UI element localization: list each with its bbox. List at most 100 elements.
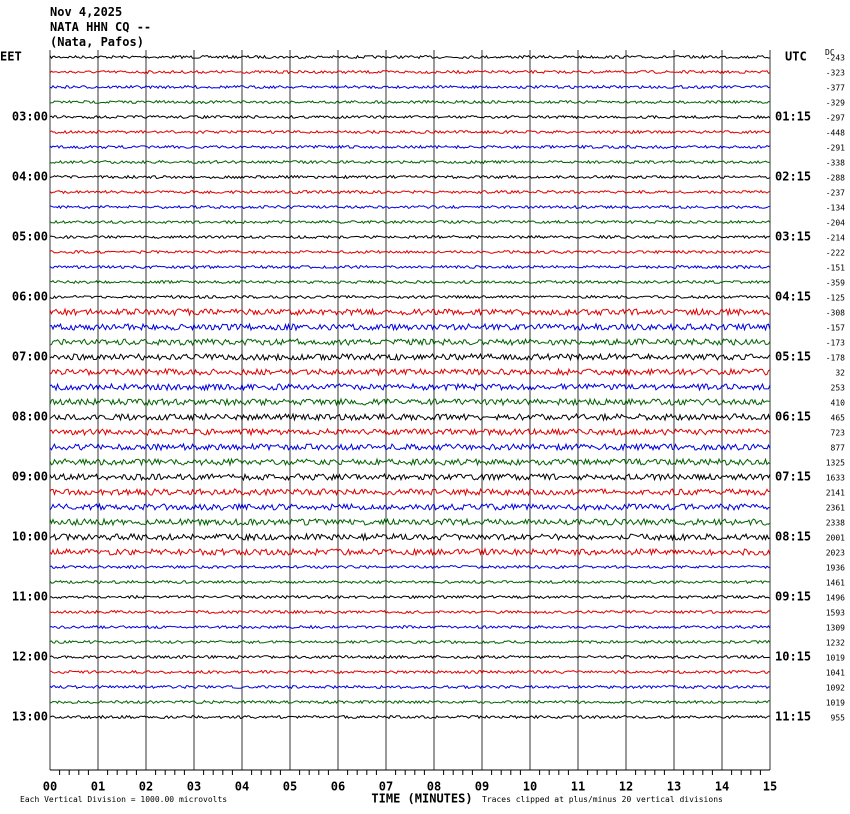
trace	[49, 457, 771, 467]
dc-offset: -308	[826, 309, 845, 318]
local-time: 10:00	[12, 530, 48, 544]
minute-label: 01	[91, 780, 105, 794]
trace	[49, 714, 771, 720]
trace	[49, 547, 771, 557]
trace	[49, 532, 771, 542]
dc-offset: 1325	[826, 459, 845, 468]
left-zone: EET	[0, 50, 22, 64]
utc-time: 06:15	[775, 410, 811, 424]
utc-time: 10:15	[775, 650, 811, 664]
trace	[49, 684, 771, 690]
dc-offset: 1496	[826, 594, 845, 603]
trace	[49, 502, 771, 512]
dc-offset: 2023	[826, 549, 845, 558]
trace	[49, 54, 770, 60]
minute-label: 03	[187, 780, 201, 794]
minute-label: 05	[283, 780, 297, 794]
dc-offset: 1232	[826, 639, 845, 648]
dc-offset: 1936	[826, 564, 845, 573]
dc-offset: 1633	[826, 474, 845, 483]
trace	[49, 69, 771, 75]
dc-label: DC	[825, 48, 835, 57]
minute-label: 02	[139, 780, 153, 794]
dc-offset: -323	[826, 69, 845, 78]
dc-offset: -151	[826, 264, 845, 273]
minute-label: 10	[523, 780, 537, 794]
trace	[49, 487, 771, 497]
dc-offset: -125	[826, 294, 845, 303]
trace	[49, 279, 771, 285]
dc-offset: -288	[826, 174, 845, 183]
dc-offset: 253	[831, 384, 846, 393]
dc-offset: 410	[831, 399, 846, 408]
trace	[49, 427, 771, 437]
trace	[49, 654, 771, 660]
dc-offset: -237	[826, 189, 845, 198]
dc-offset: 32	[835, 369, 845, 378]
utc-time: 01:15	[775, 110, 811, 124]
dc-offset: 2338	[826, 519, 845, 528]
utc-time: 07:15	[775, 470, 811, 484]
minute-label: 08	[427, 780, 441, 794]
local-time: 07:00	[12, 350, 48, 364]
dc-offset: -222	[826, 249, 845, 258]
dc-offset: -178	[826, 354, 845, 363]
dc-offset: 465	[831, 414, 846, 423]
trace	[49, 382, 771, 392]
local-time: 05:00	[12, 230, 48, 244]
dc-offset: 1593	[826, 609, 845, 618]
dc-offset: -448	[826, 129, 845, 138]
location: (Nata, Pafos)	[50, 35, 144, 49]
minute-label: 12	[619, 780, 633, 794]
trace	[49, 99, 770, 105]
dc-offset: 2141	[826, 489, 845, 498]
minute-label: 13	[667, 780, 681, 794]
utc-time: 09:15	[775, 590, 811, 604]
local-time: 11:00	[12, 590, 48, 604]
minute-label: 11	[571, 780, 585, 794]
dc-offset: -134	[826, 204, 845, 213]
utc-time: 11:15	[775, 710, 811, 724]
station: NATA HHN CQ --	[50, 20, 151, 34]
local-time: 08:00	[12, 410, 48, 424]
local-time: 03:00	[12, 110, 48, 124]
trace	[49, 669, 771, 675]
dc-offset: -291	[826, 144, 845, 153]
local-time: 06:00	[12, 290, 48, 304]
trace	[49, 204, 771, 210]
minute-label: 04	[235, 780, 249, 794]
date: Nov 4,2025	[50, 5, 122, 19]
minute-label: 07	[379, 780, 393, 794]
trace	[49, 412, 771, 422]
trace	[49, 639, 771, 645]
trace	[49, 129, 771, 135]
trace	[49, 442, 771, 452]
trace	[49, 472, 771, 482]
trace	[49, 699, 770, 705]
trace	[49, 174, 771, 180]
dc-offset: 877	[831, 444, 846, 453]
x-title: TIME (MINUTES)	[371, 792, 472, 806]
dc-offset: 2001	[826, 534, 845, 543]
trace	[49, 307, 771, 317]
trace	[49, 114, 771, 120]
dc-offset: 2361	[826, 504, 845, 513]
trace	[49, 264, 771, 270]
dc-offset: -377	[826, 84, 845, 93]
dc-offset: 1041	[826, 669, 845, 678]
dc-offset: -329	[826, 99, 845, 108]
trace	[49, 594, 771, 600]
dc-offset: 955	[831, 714, 846, 723]
trace	[49, 517, 771, 527]
right-zone: UTC	[785, 50, 807, 64]
utc-time: 02:15	[775, 170, 811, 184]
utc-time: 05:15	[775, 350, 811, 364]
dc-offset: 1461	[826, 579, 845, 588]
dc-offset: -359	[826, 279, 845, 288]
dc-offset: -243	[826, 54, 845, 63]
dc-offset: -157	[826, 324, 845, 333]
local-time: 13:00	[12, 710, 48, 724]
minute-label: 15	[763, 780, 777, 794]
dc-offset: 1019	[826, 699, 845, 708]
